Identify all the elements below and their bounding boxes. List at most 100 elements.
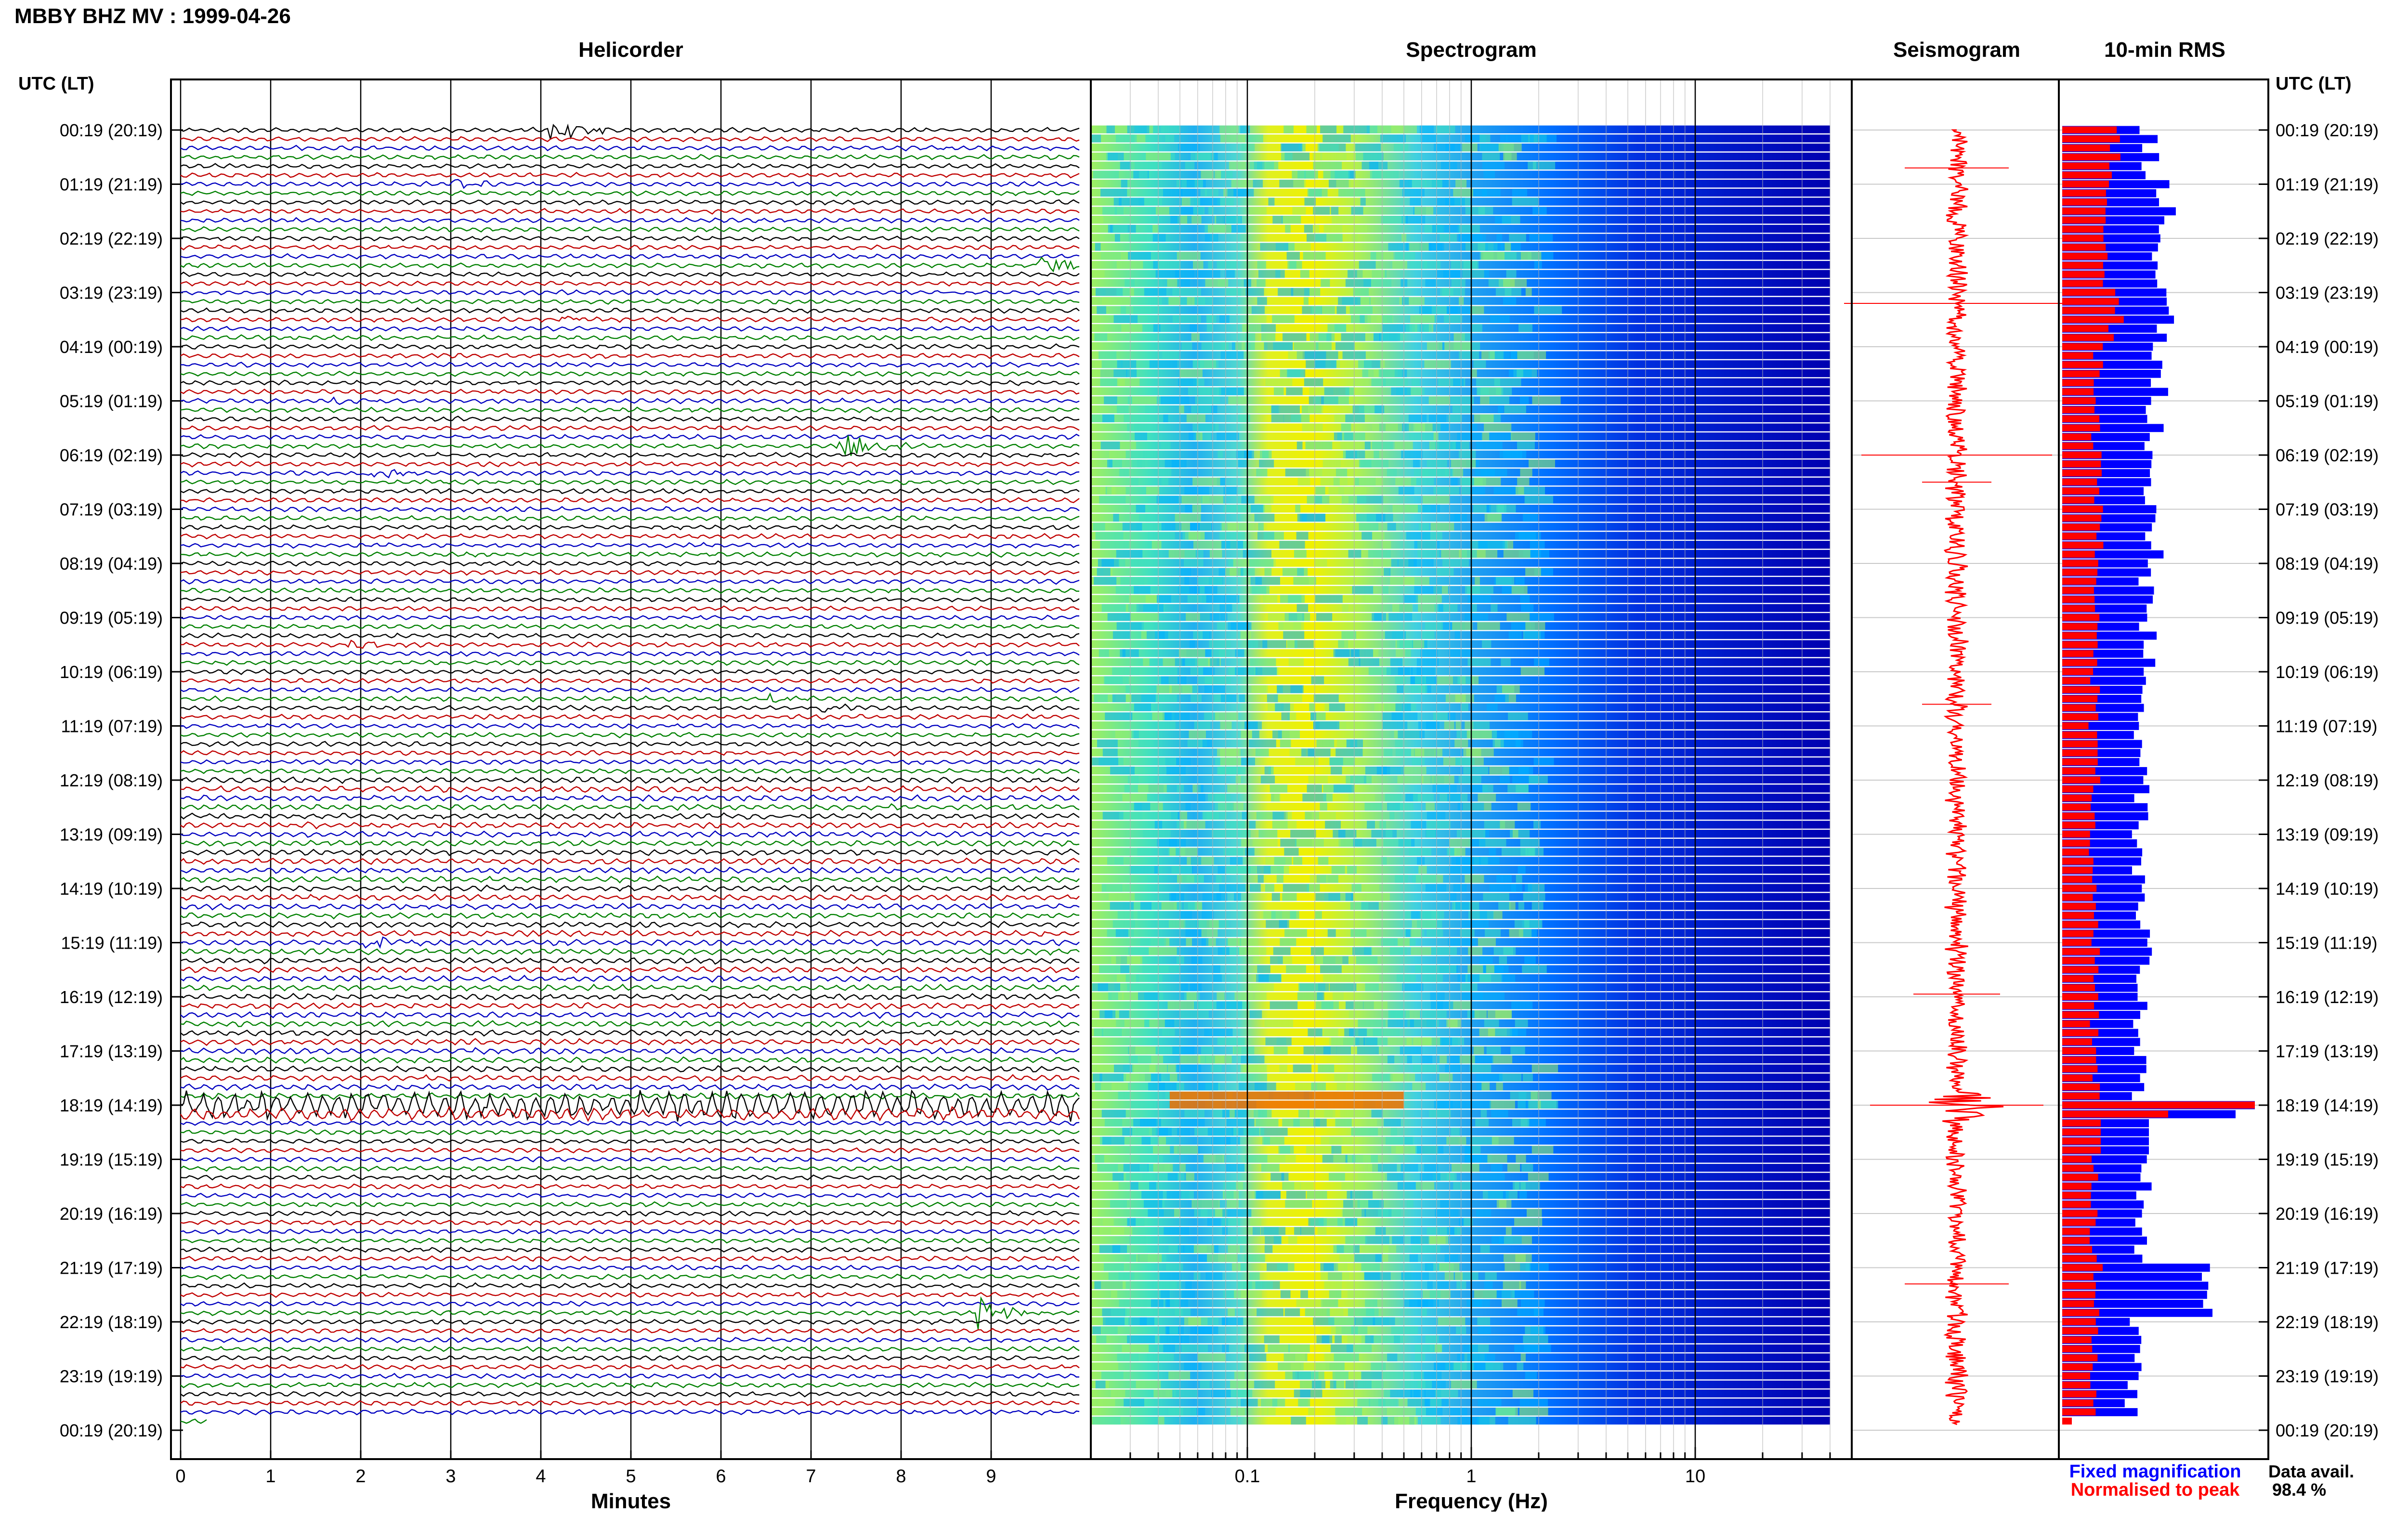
spectrogram-cell: [1323, 1046, 1337, 1055]
spectrogram-cell: [1224, 821, 1245, 829]
spectrogram-cell: [1378, 369, 1402, 378]
rms-normalised-bar: [2062, 1417, 2072, 1425]
spectrogram-cell: [1100, 541, 1129, 549]
spectrogram-cell: [1146, 631, 1165, 639]
spectrogram-cell: [1168, 1371, 1191, 1380]
spectrogram-cell: [1149, 947, 1177, 955]
spectrogram-cell: [1218, 649, 1226, 657]
spectrogram-cell: [1334, 432, 1342, 441]
spectrogram-cell: [1290, 830, 1316, 838]
hour-label-right: 13:19 (09:19): [2276, 825, 2379, 845]
helicorder-trace: [180, 163, 1080, 170]
spectrogram-cell: [1246, 640, 1258, 648]
helicorder-trace: [180, 713, 1080, 720]
spectrogram-cell: [1225, 216, 1241, 224]
helicorder-trace: [180, 812, 1080, 821]
rms-normalised-bar: [2062, 343, 2103, 350]
spectrogram-cell: [1296, 532, 1309, 540]
spectrogram-cell: [1415, 1182, 1434, 1190]
spectrogram-cell: [1525, 568, 1541, 576]
spectrogram-cell: [1347, 1191, 1352, 1199]
spectrogram-cell: [1155, 261, 1181, 269]
spectrogram-cell: [1307, 496, 1327, 504]
helicorder-trace: [180, 307, 1080, 314]
spectrogram-cell: [1185, 161, 1195, 170]
spectrogram-cell: [1496, 1200, 1506, 1208]
spectrogram-cell: [1124, 414, 1151, 422]
helicorder-trace: [180, 298, 1080, 305]
spectrogram-cell: [1387, 1019, 1414, 1028]
helicorder-trace: [180, 425, 1080, 431]
spectrogram-cell: [1235, 649, 1244, 657]
spectrogram-cell: [1329, 1173, 1345, 1181]
spectrogram-cell: [1348, 549, 1361, 558]
spectrogram-cell: [1113, 513, 1119, 522]
spectrogram-cell: [1215, 802, 1233, 811]
spectrogram-cell: [1130, 1182, 1139, 1190]
spectrogram-cell: [1438, 1317, 1466, 1325]
spectrogram-cell: [1504, 730, 1532, 739]
rms-normalised-bar: [2062, 1291, 2095, 1298]
spectrogram-cell: [1127, 983, 1151, 992]
spectrogram-cell: [1120, 161, 1131, 170]
spectrogram-row: [1091, 1290, 1830, 1298]
spectrogram-cell: [1471, 324, 1482, 332]
spectrogram-cell: [1126, 1073, 1151, 1082]
spectrogram-cell: [1439, 1073, 1453, 1082]
spectrogram-cell: [1316, 739, 1335, 747]
helicorder-trace: [180, 1409, 1080, 1416]
helicorder-trace: [180, 1147, 1080, 1154]
spectrogram-cell: [1315, 1001, 1334, 1009]
spectrogram-cell: [1482, 161, 1505, 170]
spectrogram-cell: [1501, 658, 1511, 666]
spectrogram-cell: [1183, 821, 1205, 829]
spectrogram-cell: [1112, 694, 1126, 703]
spectrogram-cell: [1347, 866, 1357, 874]
spectrogram-cell: [1460, 929, 1475, 937]
spectrogram-cell: [1172, 1046, 1195, 1055]
spectrogram-cell: [1092, 757, 1118, 766]
spectrogram-cell: [1136, 1380, 1161, 1389]
hour-label-right: 00:19 (20:19): [2276, 1421, 2379, 1440]
helicorder-trace: [180, 1364, 1080, 1370]
spectrogram-cell: [1258, 1109, 1267, 1118]
spectrogram-cell: [1418, 522, 1429, 531]
spectrogram-cell: [1442, 288, 1453, 296]
spectrogram-cell: [1280, 1290, 1291, 1298]
spectrogram-cell: [1475, 1119, 1489, 1127]
spectrogram-cell: [1105, 712, 1133, 720]
spectrogram-cell: [1480, 144, 1504, 152]
spectrogram-cell: [1165, 459, 1179, 468]
helicorder-trace: [180, 1056, 1080, 1064]
spectrogram-cell: [1359, 459, 1372, 468]
spectrogram-cell: [1492, 1136, 1514, 1145]
spectrogram-cell: [1265, 884, 1274, 892]
spectrogram-cell: [1384, 1119, 1401, 1127]
rms-normalised-bar: [2062, 641, 2098, 648]
spectrogram-cell: [1333, 992, 1344, 1000]
spectrogram-cell: [1418, 866, 1427, 874]
spectrogram-cell: [1092, 1416, 1121, 1425]
rms-normalised-bar: [2062, 1011, 2099, 1018]
spectrogram-cell: [1489, 396, 1509, 405]
spectrogram-cell: [1378, 1209, 1389, 1217]
spectrogram-cell: [1353, 288, 1369, 296]
spectrogram-cell: [1134, 161, 1162, 170]
spectrogram-cell: [1300, 270, 1309, 278]
spectrogram-cell: [1480, 1173, 1505, 1181]
spectrogram-cell: [1473, 1046, 1484, 1055]
spectrogram-cell: [1212, 974, 1222, 982]
spectrogram-cell: [1169, 893, 1184, 901]
spectrogram-cell: [1390, 1127, 1398, 1136]
spectrogram-cell: [1359, 658, 1379, 666]
spectrogram-cell: [1122, 794, 1147, 802]
spectrogram-cell: [1413, 794, 1434, 802]
spectrogram-cell: [1133, 1119, 1161, 1127]
spectrogram-row: [1091, 1028, 1830, 1036]
hour-label-right: 22:19 (18:19): [2276, 1312, 2379, 1332]
spectrogram-cell: [1479, 838, 1506, 847]
seismogram-title: Seismogram: [1893, 38, 2020, 62]
spectrogram-cell: [1217, 947, 1230, 955]
spectrogram-cell: [1206, 324, 1214, 332]
spectrogram-cell: [1261, 1408, 1269, 1416]
